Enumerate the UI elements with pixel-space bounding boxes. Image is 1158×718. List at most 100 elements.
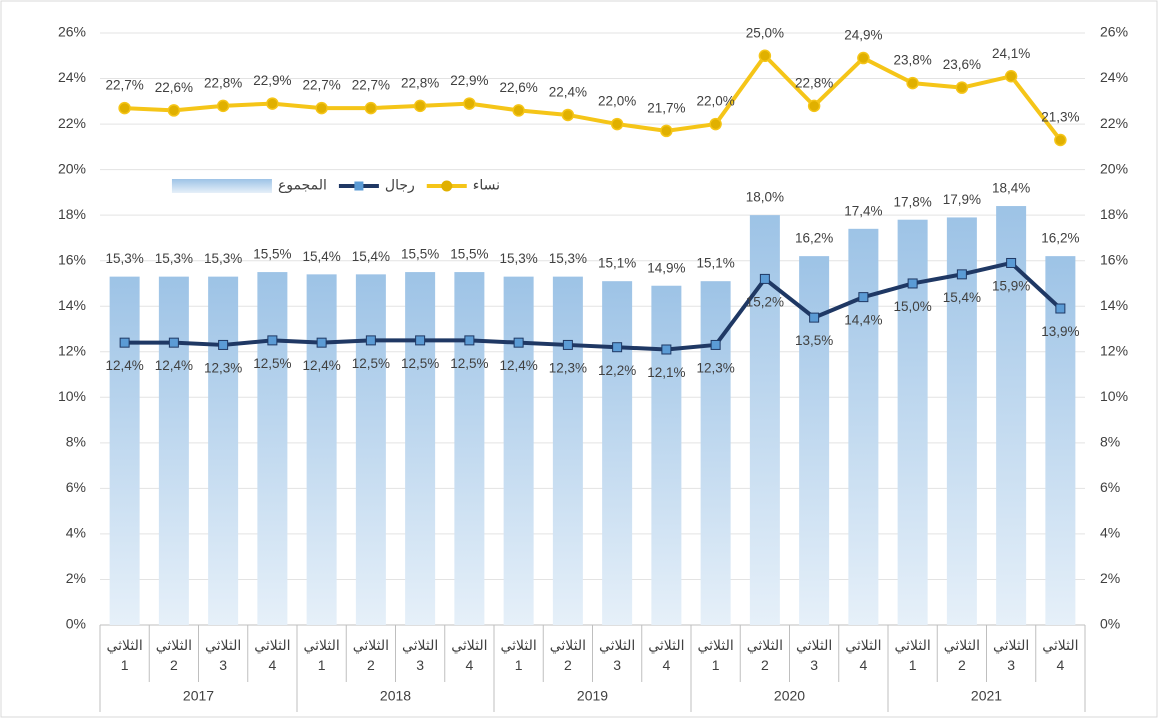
bar <box>257 272 288 625</box>
value-label: 15,3% <box>105 251 143 266</box>
group-label: 2017 <box>183 688 214 704</box>
y-tick-label: 4% <box>66 525 86 541</box>
marker <box>118 101 131 115</box>
group-label: 2020 <box>774 688 805 704</box>
value-label: 22,8% <box>401 75 439 90</box>
value-label: 18,4% <box>992 181 1030 196</box>
bar <box>946 217 977 625</box>
value-label: 15,3% <box>155 251 193 266</box>
y2-tick-label: 26% <box>1100 24 1128 40</box>
y-tick-label: 18% <box>58 206 86 222</box>
value-label: 22,4% <box>549 85 587 100</box>
legend-key-marker <box>441 180 453 192</box>
value-label: 12,4% <box>155 358 193 373</box>
y2-tick-label: 24% <box>1100 69 1128 85</box>
value-label: 14,9% <box>647 260 685 275</box>
x-tick-label: الثلاثي 2 <box>944 637 980 673</box>
value-label: 12,3% <box>696 361 734 376</box>
value-label: 15,1% <box>598 256 636 271</box>
bar <box>700 281 731 625</box>
marker <box>809 312 820 323</box>
x-tick-label: الثلاثي 3 <box>796 637 832 673</box>
bar <box>1045 256 1076 625</box>
group-label: 2021 <box>971 688 1002 704</box>
marker <box>710 339 721 350</box>
value-label: 12,4% <box>105 358 143 373</box>
legend-label: رجال <box>385 177 415 194</box>
value-label: 17,9% <box>943 192 981 207</box>
value-label: 12,2% <box>598 363 636 378</box>
marker <box>906 76 919 90</box>
marker <box>216 99 230 113</box>
marker <box>660 124 673 138</box>
value-label: 22,8% <box>204 75 242 90</box>
value-label: 12,4% <box>302 358 340 373</box>
y2-tick-label: 22% <box>1100 115 1128 131</box>
value-label: 17,8% <box>893 194 931 209</box>
value-label: 15,9% <box>992 279 1030 294</box>
bar <box>848 228 879 626</box>
x-tick-label: الثلاثي 4 <box>845 637 881 673</box>
x-tick-label: الثلاثي 2 <box>550 637 586 673</box>
marker <box>858 292 869 303</box>
bar <box>503 276 534 625</box>
value-label: 12,3% <box>549 361 587 376</box>
marker <box>266 97 279 110</box>
x-tick-label: الثلاثي 4 <box>451 637 487 673</box>
y-tick-label: 10% <box>58 388 86 404</box>
marker <box>955 81 969 94</box>
bar <box>454 272 485 625</box>
y-tick-label: 16% <box>58 251 86 267</box>
marker <box>364 101 378 115</box>
x-tick-label: الثلاثي 3 <box>205 637 241 673</box>
x-tick-label: الثلاثي 1 <box>894 637 930 673</box>
bar <box>306 274 337 625</box>
value-label: 15,3% <box>204 251 242 266</box>
value-label: 21,7% <box>647 100 685 115</box>
value-label: 21,3% <box>1041 110 1079 125</box>
marker <box>562 339 573 350</box>
marker <box>119 337 130 348</box>
marker <box>513 337 524 348</box>
value-label: 24,1% <box>992 46 1030 61</box>
value-label: 22,9% <box>253 73 291 88</box>
marker <box>857 51 870 65</box>
value-label: 15,5% <box>253 247 291 262</box>
bar <box>109 276 140 625</box>
value-label: 15,4% <box>943 290 981 305</box>
line <box>124 53 1062 142</box>
value-label: 15,4% <box>302 249 340 264</box>
marker <box>512 104 525 117</box>
y2-tick-label: 0% <box>1100 616 1120 632</box>
x-tick-label: الثلاثي 3 <box>402 637 438 673</box>
value-label: 22,7% <box>105 78 143 93</box>
value-label: 16,2% <box>1041 231 1079 246</box>
value-label: 22,6% <box>155 80 193 95</box>
marker <box>661 344 672 355</box>
value-label: 12,5% <box>450 356 488 371</box>
marker <box>218 339 229 350</box>
value-label: 23,6% <box>943 57 981 72</box>
y2-tick-label: 2% <box>1100 570 1120 586</box>
value-label: 16,2% <box>795 231 833 246</box>
bar <box>405 272 436 625</box>
marker <box>612 342 623 353</box>
marker <box>267 335 278 346</box>
y2-tick-label: 14% <box>1100 297 1128 313</box>
marker <box>1006 257 1017 268</box>
value-label: 22,6% <box>499 80 537 95</box>
legend-label: نساء <box>473 177 500 193</box>
value-label: 15,3% <box>549 251 587 266</box>
marker <box>413 99 427 113</box>
value-label: 12,3% <box>204 361 242 376</box>
value-label: 12,4% <box>499 358 537 373</box>
marker <box>1054 133 1067 147</box>
x-tick-label: الثلاثي 4 <box>254 637 290 673</box>
bar <box>158 276 189 625</box>
x-tick-label: الثلاثي 4 <box>1042 637 1078 673</box>
x-tick-label: الثلاثي 1 <box>500 637 536 673</box>
value-label: 15,0% <box>893 299 931 314</box>
marker <box>365 335 376 346</box>
marker <box>463 97 476 110</box>
y-tick-label: 24% <box>58 69 86 85</box>
